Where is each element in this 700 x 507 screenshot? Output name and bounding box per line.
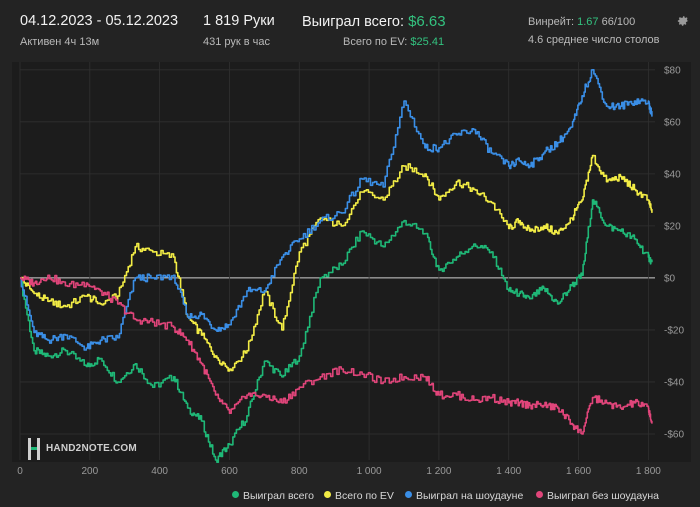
y-tick-label: -$40 (664, 377, 684, 388)
winrate: Винрейт: 1.67 66/100 (528, 16, 635, 28)
hands-count: 1 819 Руки (203, 13, 275, 29)
legend-item-no-showdown[interactable]: Выиграл без шоудауна (536, 490, 659, 502)
legend-item-showdown[interactable]: Выиграл на шоудауне (405, 490, 523, 502)
x-tick-label: 200 (81, 466, 98, 477)
hands-per-hour: 431 рук в час (203, 36, 271, 48)
x-tick-label: 0 (17, 466, 23, 477)
y-tick-label: $80 (664, 65, 681, 76)
x-tick-label: 1 600 (566, 466, 591, 477)
date-range: 04.12.2023 - 05.12.2023 (20, 13, 179, 29)
y-tick-label: $40 (664, 169, 681, 180)
x-tick-label: 600 (221, 466, 238, 477)
y-tick-label: $0 (664, 273, 676, 284)
ev-total-label: Всего по EV: (343, 36, 408, 48)
active-time: Активен 4ч 13м (20, 36, 100, 48)
legend-item-ev[interactable]: Всего по EV (324, 490, 394, 502)
x-tick-label: 1 800 (636, 466, 661, 477)
legend-dot (324, 491, 331, 498)
won-total-summary: Выиграл всего: $6.63 (302, 13, 446, 30)
legend-dot (405, 491, 412, 498)
series-line-no_showdown (20, 274, 653, 435)
hand2note-logo-text: HAND2NOTE.COM (46, 443, 137, 454)
y-tick-label: -$20 (664, 325, 684, 336)
series-line-won_total (20, 199, 653, 463)
series-line-showdown (20, 69, 653, 351)
y-tick-label: -$60 (664, 429, 684, 440)
winrate-label: Винрейт: (528, 16, 575, 28)
legend-item-won-total[interactable]: Выиграл всего (232, 490, 314, 502)
hand2note-logo-icon (28, 438, 40, 460)
winrate-rest: 66/100 (601, 16, 636, 28)
chart-plot-area (12, 62, 691, 462)
avg-tables: 4.6 среднее число столов (528, 34, 660, 46)
legend-label: Выиграл без шоудауна (547, 490, 659, 502)
ev-summary: Всего по EV: $25.41 (343, 36, 444, 48)
x-tick-label: 800 (291, 466, 308, 477)
y-tick-label: $20 (664, 221, 681, 232)
y-tick-label: $60 (664, 117, 681, 128)
ev-total-value: $25.41 (410, 36, 445, 48)
won-total-value: $6.63 (408, 13, 446, 30)
gear-icon[interactable] (676, 14, 690, 28)
x-tick-label: 1 200 (426, 466, 451, 477)
summary-header: 04.12.2023 - 05.12.2023 Активен 4ч 13м 1… (0, 0, 700, 60)
x-tick-label: 1 000 (357, 466, 382, 477)
legend-label: Выиграл на шоудауне (416, 490, 524, 502)
profit-chart[interactable]: $80 $60 $40 $20 $0 -$20 -$40 -$60 0 200 400 600 800 1… (0, 0, 700, 480)
legend-dot (232, 491, 239, 498)
winrate-value: 1.67 (577, 16, 599, 28)
won-total-label: Выиграл всего: (302, 14, 405, 30)
chart-legend: Выиграл всего Всего по EV Выиграл на шоу… (0, 490, 700, 504)
legend-label: Всего по EV (335, 490, 394, 502)
legend-label: Выиграл всего (243, 490, 314, 502)
x-tick-label: 400 (151, 466, 168, 477)
series-line-ev (20, 154, 653, 372)
legend-dot (536, 491, 543, 498)
x-tick-label: 1 400 (496, 466, 521, 477)
